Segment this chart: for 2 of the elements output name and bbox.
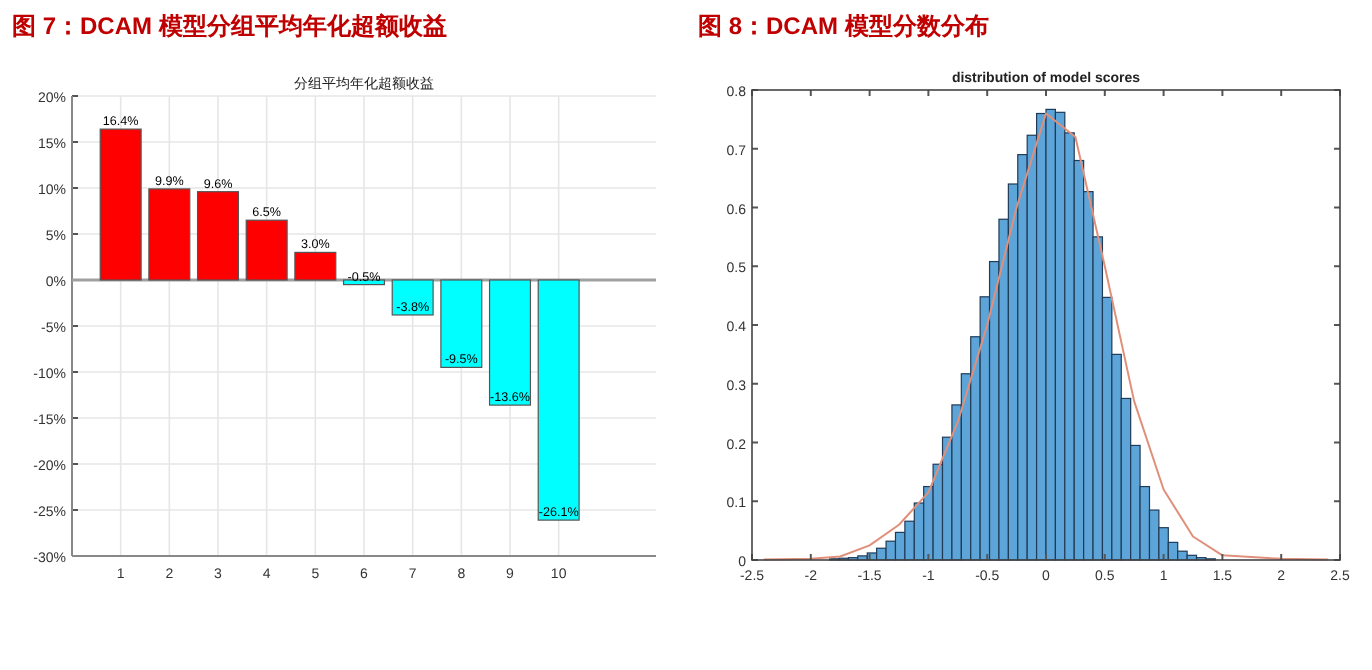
chart-title: 图 7：DCAM 模型分组平均年化超额收益: [12, 12, 447, 40]
chart-title: 图 8：DCAM 模型分数分布: [698, 12, 989, 40]
